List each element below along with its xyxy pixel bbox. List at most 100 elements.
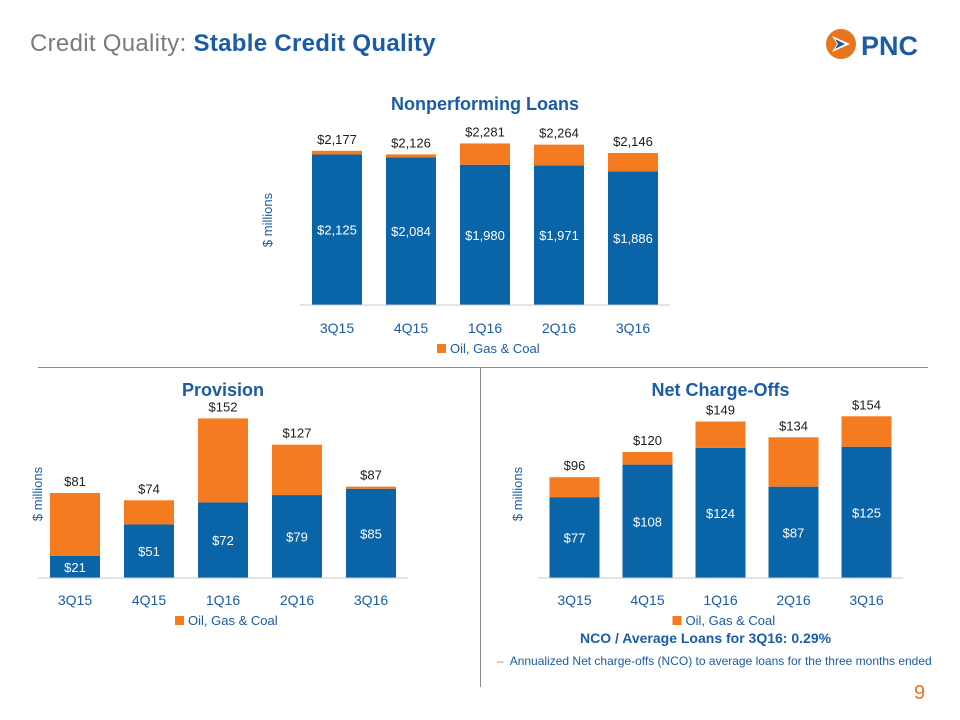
provision-base-value-label-4Q15: $51	[138, 544, 160, 559]
nco-bar-oil-gas-coal-4Q15	[622, 452, 673, 465]
footnote: – Annualized Net charge-offs (NCO) to ave…	[497, 654, 932, 668]
provision-total-value-label-1Q16: $152	[209, 399, 238, 414]
nco-bar-oil-gas-coal-3Q15	[549, 477, 600, 498]
provision-total-value-label-4Q15: $74	[138, 481, 160, 496]
npl-bar-oil-gas-coal-1Q16	[460, 143, 510, 165]
provision-chart: Provision $ millions $21 $81 3Q15 $51 $74 4Q15 $…	[20, 372, 475, 637]
footnote-dash: –	[497, 654, 504, 668]
provision-bar-base-2Q16	[272, 495, 322, 578]
provision-x-tick-3Q16: 3Q16	[354, 592, 388, 608]
provision-y-axis-label: $ millions	[30, 466, 45, 521]
npl-x-tick-3Q15: 3Q15	[320, 320, 354, 336]
npl-chart-title: Nonperforming Loans	[391, 94, 579, 114]
provision-base-value-label-3Q16: $85	[360, 526, 382, 541]
npl-bar-oil-gas-coal-4Q15	[386, 154, 436, 158]
nco-legend-label: Oil, Gas & Coal	[686, 613, 776, 628]
npl-total-value-label-1Q16: $2,281	[465, 124, 505, 139]
npl-total-value-label-2Q16: $2,264	[539, 126, 579, 141]
npl-bar-base-1Q16	[460, 164, 510, 305]
npl-base-value-label-4Q15: $2,084	[391, 224, 431, 239]
npl-total-value-label-3Q15: $2,177	[317, 132, 357, 147]
nco-x-tick-3Q15: 3Q15	[557, 592, 591, 608]
npl-bar-base-3Q16	[608, 171, 658, 305]
nco-chart-title: Net Charge-Offs	[651, 380, 789, 400]
nco-base-value-label-1Q16: $124	[706, 506, 735, 521]
nco-bar-base-3Q15	[549, 497, 600, 578]
nco-x-tick-4Q15: 4Q15	[630, 592, 664, 608]
nco-total-value-label-4Q15: $120	[633, 433, 662, 448]
npl-x-tick-4Q15: 4Q15	[394, 320, 428, 336]
nonperforming-loans-svg: Nonperforming Loans $ millions $2,125 $2,17…	[260, 94, 670, 356]
npl-x-tick-1Q16: 1Q16	[468, 320, 502, 336]
nco-x-tick-1Q16: 1Q16	[703, 592, 737, 608]
provision-bar-base-4Q15	[124, 524, 174, 578]
logo-text: PNC	[861, 31, 918, 61]
provision-bar-oil-gas-coal-2Q16	[272, 444, 322, 496]
net-charge-offs-svg: Net Charge-Offs $ millions $77 $96 3Q15 $108 $…	[510, 380, 903, 628]
npl-x-tick-3Q16: 3Q16	[616, 320, 650, 336]
nco-base-value-label-2Q16: $87	[783, 525, 805, 540]
page-number: 9	[914, 682, 926, 704]
provision-total-value-label-2Q16: $127	[283, 426, 312, 441]
nco-x-tick-2Q16: 2Q16	[776, 592, 810, 608]
provision-legend-swatch	[175, 616, 184, 625]
net-charge-offs-chart: Net Charge-Offs $ millions $77 $96 3Q15 $108 $…	[500, 372, 940, 637]
provision-base-value-label-1Q16: $72	[212, 533, 234, 548]
provision-bar-oil-gas-coal-3Q16	[346, 486, 396, 489]
provision-base-value-label-2Q16: $79	[286, 530, 308, 545]
nco-bar-base-3Q16	[841, 446, 892, 578]
provision-bar-base-3Q16	[346, 488, 396, 578]
nco-base-value-label-4Q15: $108	[633, 514, 662, 529]
provision-x-tick-2Q16: 2Q16	[280, 592, 314, 608]
nco-total-value-label-2Q16: $134	[779, 418, 808, 433]
npl-bar-base-3Q15	[312, 154, 362, 305]
npl-legend-swatch	[437, 344, 446, 353]
provision-base-value-label-3Q15: $21	[64, 560, 86, 575]
provision-bar-oil-gas-coal-4Q15	[124, 500, 174, 525]
npl-base-value-label-3Q16: $1,886	[613, 231, 653, 246]
provision-x-tick-1Q16: 1Q16	[206, 592, 240, 608]
npl-y-axis-label: $ millions	[260, 192, 275, 247]
npl-bar-oil-gas-coal-3Q16	[608, 152, 658, 172]
nco-base-value-label-3Q15: $77	[564, 531, 586, 546]
npl-total-value-label-4Q15: $2,126	[391, 135, 431, 150]
provision-svg: Provision $ millions $21 $81 3Q15 $51 $74 4Q15 $…	[30, 380, 408, 628]
nco-bar-base-1Q16	[695, 447, 746, 578]
title-main: Stable Credit Quality	[193, 30, 436, 57]
title-prefix: Credit Quality:	[30, 30, 187, 57]
horizontal-divider	[38, 367, 928, 368]
npl-total-value-label-3Q16: $2,146	[613, 134, 653, 149]
npl-bar-oil-gas-coal-3Q15	[312, 150, 362, 155]
provision-total-value-label-3Q16: $87	[360, 468, 382, 483]
pnc-flag-logo-icon: PNC	[826, 29, 918, 61]
provision-bar-base-1Q16	[198, 502, 248, 578]
nco-bar-oil-gas-coal-3Q16	[841, 416, 892, 447]
npl-bar-oil-gas-coal-2Q16	[534, 144, 584, 166]
provision-bar-oil-gas-coal-1Q16	[198, 418, 248, 503]
npl-base-value-label-1Q16: $1,980	[465, 228, 505, 243]
nco-base-value-label-3Q16: $125	[852, 505, 881, 520]
provision-total-value-label-3Q15: $81	[64, 474, 86, 489]
provision-legend-label: Oil, Gas & Coal	[188, 613, 278, 628]
nco-bar-oil-gas-coal-2Q16	[768, 437, 819, 487]
npl-x-tick-2Q16: 2Q16	[542, 320, 576, 336]
npl-bar-base-4Q15	[386, 157, 436, 305]
npl-bar-base-2Q16	[534, 165, 584, 305]
provision-bar-oil-gas-coal-3Q15	[50, 492, 100, 556]
nco-ratio-text: NCO / Average Loans for 3Q16: 0.29%	[580, 630, 832, 646]
npl-base-value-label-2Q16: $1,971	[539, 228, 579, 243]
nco-bar-base-4Q15	[622, 464, 673, 578]
provision-bar-base-3Q15	[50, 555, 100, 578]
nco-x-tick-3Q16: 3Q16	[849, 592, 883, 608]
nco-total-value-label-3Q15: $96	[564, 458, 586, 473]
nonperforming-loans-chart: Nonperforming Loans $ millions $2,125 $2,17…	[240, 90, 720, 365]
vertical-divider	[480, 367, 481, 687]
nco-bar-oil-gas-coal-1Q16	[695, 421, 746, 448]
provision-x-tick-3Q15: 3Q15	[58, 592, 92, 608]
provision-x-tick-4Q15: 4Q15	[132, 592, 166, 608]
npl-legend-label: Oil, Gas & Coal	[450, 341, 540, 356]
nco-total-value-label-1Q16: $149	[706, 403, 735, 418]
nco-total-value-label-3Q16: $154	[852, 397, 881, 412]
provision-chart-title: Provision	[182, 380, 264, 400]
nco-bar-base-2Q16	[768, 486, 819, 578]
